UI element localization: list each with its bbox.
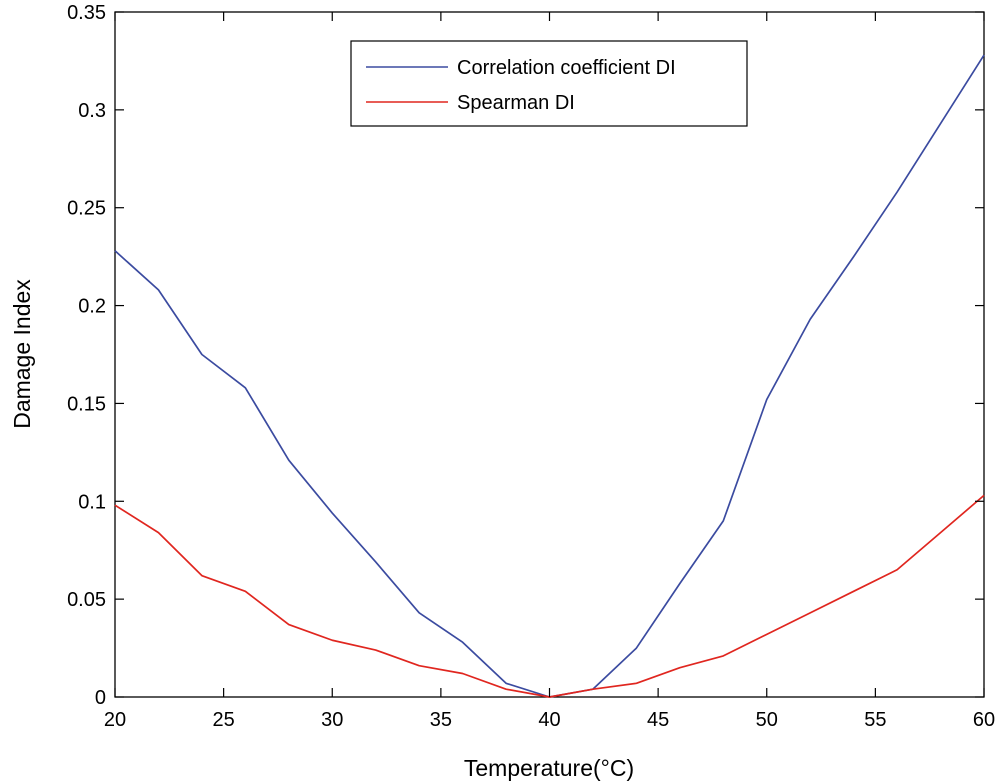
- x-tick-label: 20: [104, 709, 126, 731]
- y-tick-label: 0.35: [67, 2, 106, 24]
- x-axis-ticks: 20 25 30 35 40 45 50 55 60: [104, 12, 995, 731]
- y-tick-label: 0.05: [67, 589, 106, 611]
- y-axis-ticks: 0 0.05 0.1 0.15 0.2 0.25 0.3 0.35: [67, 2, 984, 709]
- legend-box: [350, 40, 748, 127]
- x-tick-label: 50: [756, 709, 778, 731]
- y-tick-label: 0.25: [67, 198, 106, 220]
- y-tick-label: 0.2: [78, 296, 106, 318]
- y-axis-title: Damage Index: [9, 279, 35, 429]
- legend: Correlation coefficient DI Spearman DI: [350, 40, 748, 127]
- y-tick-label: 0.15: [67, 393, 106, 415]
- x-tick-label: 30: [321, 709, 343, 731]
- x-axis-title: Temperature(°C): [464, 755, 634, 781]
- x-tick-label: 60: [973, 709, 995, 731]
- legend-label-spearman: Spearman DI: [457, 92, 575, 114]
- legend-label-correlation: Correlation coefficient DI: [457, 57, 676, 79]
- y-tick-label: 0.1: [78, 491, 106, 513]
- x-tick-label: 35: [430, 709, 452, 731]
- x-tick-label: 55: [864, 709, 886, 731]
- y-tick-label: 0.3: [78, 100, 106, 122]
- x-tick-label: 45: [647, 709, 669, 731]
- x-tick-label: 25: [213, 709, 235, 731]
- x-tick-label: 40: [538, 709, 560, 731]
- y-tick-label: 0: [95, 687, 106, 709]
